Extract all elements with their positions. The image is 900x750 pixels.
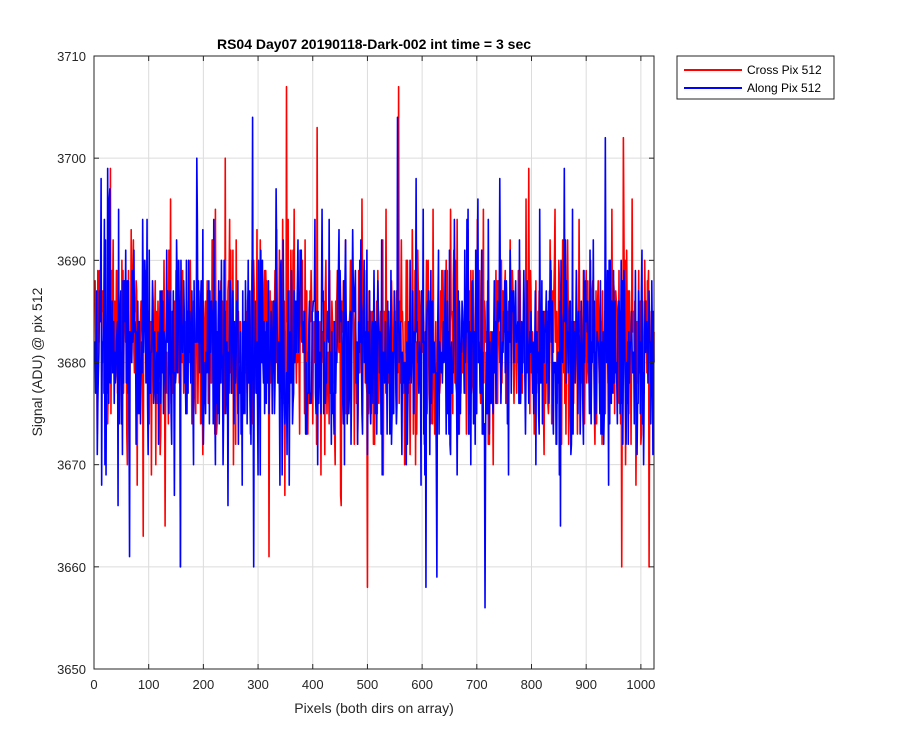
ticks: 0 100 200 300 400 500 600 700 800 900 1000 3650 3660… [57,49,655,692]
legend-label-cross: Cross Pix 512 [747,63,822,77]
x-tick-label: 300 [247,677,269,692]
chart-title: RS04 Day07 20190118-Dark-002 int time = … [217,36,531,52]
y-axis-label: Signal (ADU) @ pix 512 [29,287,45,436]
x-tick-label: 400 [302,677,324,692]
x-tick-label: 500 [357,677,379,692]
x-tick-label: 1000 [626,677,655,692]
x-tick-label: 0 [90,677,97,692]
series-layer [93,85,655,609]
y-tick-label: 3690 [57,253,86,268]
x-tick-label: 800 [521,677,543,692]
x-tick-label: 900 [575,677,597,692]
legend: Cross Pix 512 Along Pix 512 [676,55,835,100]
y-tick-label: 3710 [57,49,86,64]
x-tick-label: 200 [193,677,215,692]
y-tick-label: 3700 [57,151,86,166]
x-tick-label: 700 [466,677,488,692]
y-tick-label: 3670 [57,458,86,473]
legend-box [676,55,835,100]
x-axis-label: Pixels (both dirs on array) [294,700,454,716]
y-tick-label: 3650 [57,662,86,677]
x-tick-label: 600 [411,677,433,692]
x-tick-label: 100 [138,677,160,692]
y-tick-label: 3660 [57,560,86,575]
legend-label-along: Along Pix 512 [747,81,821,95]
series-line-along-pix-512 [93,116,655,609]
y-tick-label: 3680 [57,356,86,371]
